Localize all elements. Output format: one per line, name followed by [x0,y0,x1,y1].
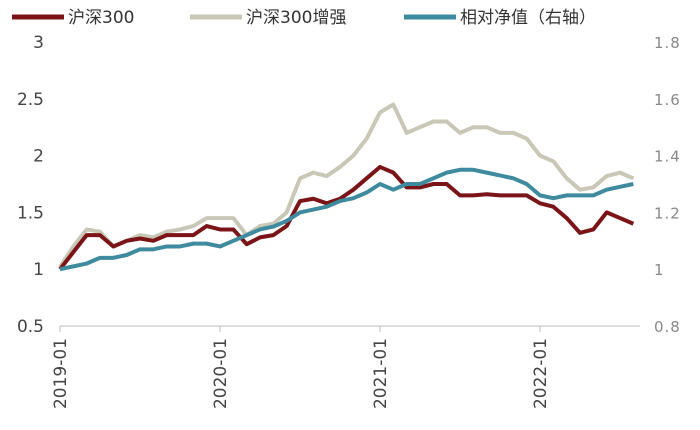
y2-tick-label: 0.8 [654,318,681,336]
series-line [58,164,635,271]
x-tick-label: 2019-01 [51,338,71,409]
y-tick-label: 1 [33,260,44,280]
y2-tick-label: 1.8 [654,34,681,52]
y2-tick-label: 1.2 [654,204,681,222]
y2-tick-label: 1.6 [654,91,681,109]
y-tick-label: 0.5 [17,317,44,337]
legend-label: 相对净值（右轴） [460,8,596,28]
y-tick-label: 2 [33,147,44,167]
y2-tick-label: 1 [654,261,665,279]
y-tick-label: 2.5 [17,90,44,110]
y-tick-label: 3 [33,33,44,53]
series-line [59,167,634,272]
x-tick-label: 2022-01 [531,338,551,409]
legend-label: 沪深300 [68,8,134,28]
series-line [58,102,635,269]
y-tick-label: 1.5 [17,203,44,223]
legend-label: 沪深300增强 [246,8,346,28]
x-tick-label: 2021-01 [371,338,391,409]
y2-tick-label: 1.4 [654,148,681,166]
x-tick-label: 2020-01 [211,338,231,409]
